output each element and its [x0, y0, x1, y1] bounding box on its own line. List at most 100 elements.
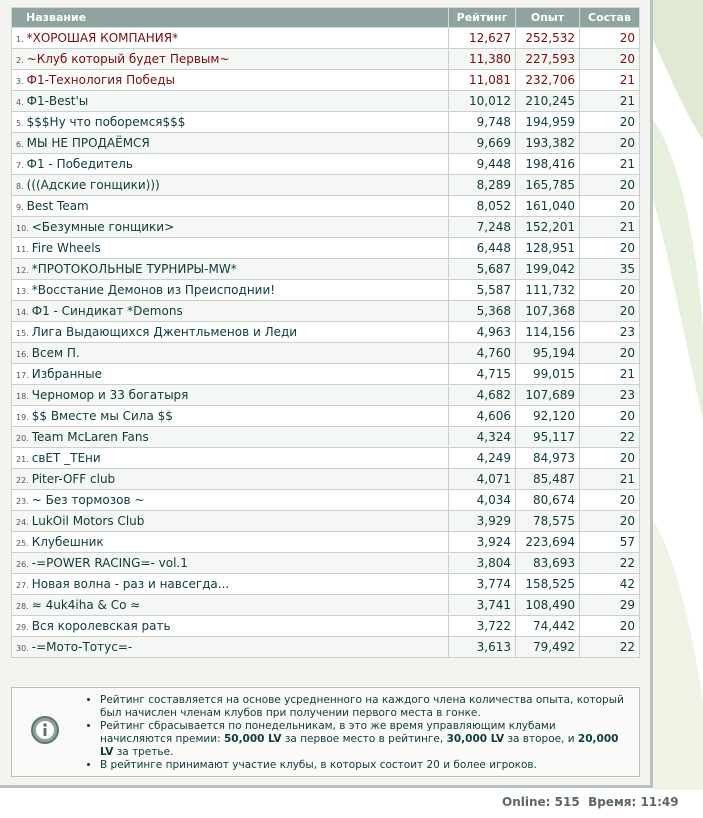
club-cell: 12. *ПРОТОКОЛЬНЫЕ ТУРНИРЫ-MW*	[11, 258, 449, 280]
club-name: Ф1 - Синдикат *Demons	[31, 304, 183, 318]
rating: 4,324	[448, 426, 516, 448]
rating: 3,774	[448, 573, 516, 595]
club-cell: 30. -=Мото-Тотус=-	[11, 636, 449, 658]
club-cell: 18. Черномор и 33 богатыря	[11, 384, 449, 406]
members: 20	[579, 237, 640, 259]
decoration	[653, 0, 703, 790]
rating: 5,687	[448, 258, 516, 280]
experience: 99,015	[515, 363, 580, 385]
info-item: В рейтинге принимают участие клубы, в ко…	[100, 759, 630, 772]
rating: 3,722	[448, 615, 516, 637]
club-name: *ПРОТОКОЛЬНЫЕ ТУРНИРЫ-MW*	[31, 262, 237, 276]
bonus: 20,000 LV	[100, 733, 619, 758]
club-cell: 9. Best Team	[11, 195, 449, 217]
club-name: *ХОРОШАЯ КОМПАНИЯ*	[26, 31, 179, 45]
rank: 28.	[16, 602, 29, 611]
club-cell: 25. Клубешник	[11, 531, 449, 553]
rating: 3,804	[448, 552, 516, 574]
rank: 21.	[16, 455, 29, 464]
members: 23	[579, 321, 640, 343]
rank: 20.	[16, 434, 29, 443]
table-row: 26. -=POWER RACING=- vol.1 3,804 83,693 22	[11, 552, 640, 574]
experience: 158,525	[515, 573, 580, 595]
table-row: 5. $$$Ну что поборемся$$$ 9,748 194,959 20	[11, 111, 640, 133]
rating: 5,587	[448, 279, 516, 301]
experience: 107,689	[515, 384, 580, 406]
experience: 198,416	[515, 153, 580, 175]
members: 21	[579, 69, 640, 91]
column-header: Состав	[579, 7, 640, 28]
header-row: Название Рейтинг Опыт Состав	[11, 7, 640, 28]
table-row: 4. Ф1-Best'ы 10,012 210,245 21	[11, 90, 640, 112]
leaf	[653, 520, 703, 790]
rating: 9,748	[448, 111, 516, 133]
rank: 16.	[16, 350, 29, 359]
rating: 5,368	[448, 300, 516, 322]
experience: 114,156	[515, 321, 580, 343]
club-name: Вся королевская рать	[31, 619, 171, 633]
club-cell: 24. LukOil Motors Club	[11, 510, 449, 532]
members: 20	[579, 174, 640, 196]
rank: 5.	[16, 119, 24, 128]
info-text: за второе, и	[504, 733, 578, 745]
rank: 9.	[16, 203, 24, 212]
club-name: $$ Вместе мы Сила $$	[31, 409, 173, 423]
rating: 4,249	[448, 447, 516, 469]
table-row: 12. *ПРОТОКОЛЬНЫЕ ТУРНИРЫ-MW* 5,687 199,042…	[11, 258, 640, 280]
experience: 108,490	[515, 594, 580, 616]
table-row: 18. Черномор и 33 богатыря 4,682 107,689 23	[11, 384, 640, 406]
rating: 12,627	[448, 27, 516, 49]
experience: 107,368	[515, 300, 580, 322]
rank: 4.	[16, 98, 24, 107]
experience: 161,040	[515, 195, 580, 217]
table-row: 6. МЫ НЕ ПРОДАЁМСЯ 9,669 193,382 20	[11, 132, 640, 154]
column-header: Название	[11, 7, 449, 28]
table-row: 27. Новая волна - раз и навсегда... 3,774 1…	[11, 573, 640, 595]
experience: 111,732	[515, 279, 580, 301]
members: 22	[579, 636, 640, 658]
club-name: Ф1-Best'ы	[26, 94, 89, 108]
rating: 4,034	[448, 489, 516, 511]
rank: 7.	[16, 161, 24, 170]
table-row: 15. Лига Выдающихся Джентльменов и Леди 4,…	[11, 321, 640, 343]
club-name: Черномор и 33 богатыря	[31, 388, 189, 402]
rating: 7,248	[448, 216, 516, 238]
members: 35	[579, 258, 640, 280]
club-cell: 6. МЫ НЕ ПРОДАЁМСЯ	[11, 132, 449, 154]
members: 20	[579, 615, 640, 637]
rank: 13.	[16, 287, 29, 296]
column-header: Опыт	[515, 7, 580, 28]
table-row: 8. (((Адские гонщики))) 8,289 165,785 20	[11, 174, 640, 196]
members: 21	[579, 363, 640, 385]
club-name: Ф1-Технология Победы	[26, 73, 176, 87]
rating: 4,715	[448, 363, 516, 385]
rank: 6.	[16, 140, 24, 149]
leaf	[653, 120, 703, 420]
rank: 29.	[16, 623, 29, 632]
club-cell: 17. Избранные	[11, 363, 449, 385]
experience: 79,492	[515, 636, 580, 658]
table-row: 20. Team McLaren Fans 4,324 95,117 22	[11, 426, 640, 448]
table-row: 28. ≈ 4uk4iha & Co ≈3,741 108,490 29	[11, 594, 640, 616]
table-row: 19. $$ Вместе мы Сила $$ 4,606 92,120 20	[11, 405, 640, 427]
club-name: Best Team	[26, 199, 89, 213]
rank: 22.	[16, 476, 29, 485]
club-cell: 28. ≈ 4uk4iha & Co ≈	[11, 594, 449, 616]
experience: 227,593	[515, 48, 580, 70]
rating: 3,924	[448, 531, 516, 553]
info-text: Рейтинг сбрасывается по понедельникам, в…	[100, 720, 556, 745]
rank: 27.	[16, 581, 29, 590]
club-name: Fire Wheels	[31, 241, 101, 255]
club-name: -=POWER RACING=- vol.1	[31, 556, 188, 570]
club-name: Всем П.	[31, 346, 80, 360]
club-cell: 13. *Восстание Демонов из Преисподнии!	[11, 279, 449, 301]
table-row: 11. Fire Wheels 6,448 128,951 20	[11, 237, 640, 259]
time: 11:49	[640, 795, 679, 809]
members: 20	[579, 300, 640, 322]
table-row: 29. Вся королевская рать 3,722 74,442 20	[11, 615, 640, 637]
rank: 30.	[16, 644, 29, 653]
rating: 3,741	[448, 594, 516, 616]
members: 20	[579, 447, 640, 469]
rank: 14.	[16, 308, 29, 317]
club-cell: 21. свЕТ _ТЕни	[11, 447, 449, 469]
